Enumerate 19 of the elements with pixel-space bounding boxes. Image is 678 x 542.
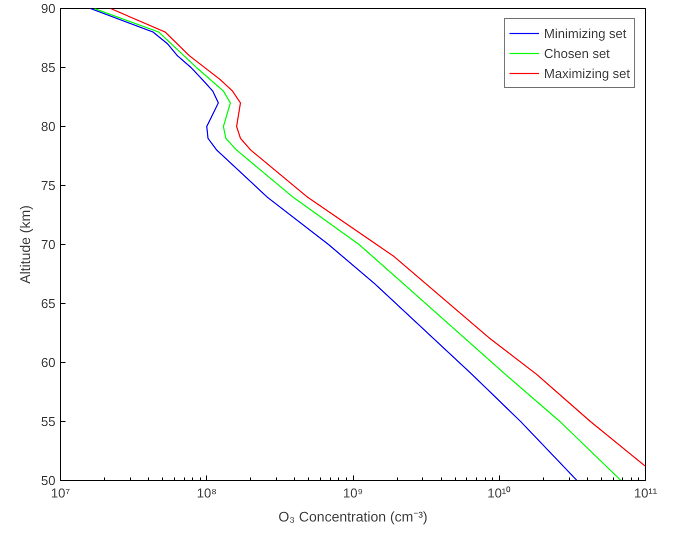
y-tick-label: 60 <box>41 355 56 370</box>
y-tick-label: 50 <box>41 473 56 488</box>
legend-label: Maximizing set <box>544 66 630 80</box>
y-tick-label: 55 <box>41 414 56 429</box>
x-axis-title: O₃ Concentration (cm⁻³) <box>278 508 428 524</box>
legend-label: Chosen set <box>544 46 610 60</box>
x-tick-label: 10⁸ <box>196 486 217 500</box>
y-tick-label: 80 <box>41 119 56 134</box>
y-tick-label: 65 <box>41 296 56 311</box>
y-tick-label: 90 <box>41 1 56 16</box>
y-tick-label: 85 <box>41 60 56 75</box>
y-tick-label: 70 <box>41 237 56 252</box>
y-tick-label: 75 <box>41 178 56 193</box>
y-axis-title: Altitude (km) <box>17 205 34 284</box>
legend-label: Minimizing set <box>544 26 626 40</box>
x-tick-label: 10⁹ <box>342 486 364 500</box>
x-tick-label: 10¹⁰ <box>487 486 512 500</box>
x-tick-label: 10¹¹ <box>634 486 658 500</box>
x-tick-label: 10⁷ <box>50 486 70 500</box>
